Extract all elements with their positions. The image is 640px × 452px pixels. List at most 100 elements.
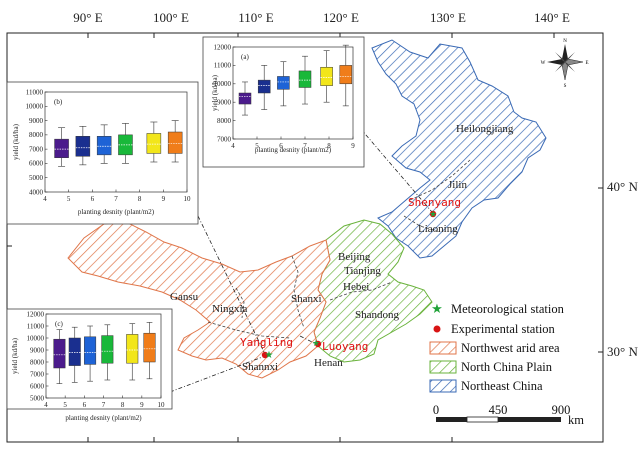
station-yangling-dot xyxy=(261,351,269,359)
compass-n: N xyxy=(563,39,567,44)
lon-label-130: 130° E xyxy=(430,10,466,25)
legend-red-dot-icon xyxy=(433,325,441,333)
x-tick-label: 10 xyxy=(184,195,192,203)
x-tick-label: 8 xyxy=(138,195,142,203)
legend: ★ Meteorological station Experimental st… xyxy=(429,301,565,393)
lon-label-120: 120° E xyxy=(323,10,359,25)
y-tick-label: 9000 xyxy=(217,99,232,107)
x-tick-label: 9 xyxy=(162,195,166,203)
legend-swatch-ncp xyxy=(429,360,457,374)
y-tick-label: 10000 xyxy=(214,80,232,88)
longitude-axis: 90° E 100° E 110° E 120° E 130° E 140° E xyxy=(73,10,570,442)
panel-label: (a) xyxy=(241,53,249,61)
box-body xyxy=(339,65,353,85)
box-body xyxy=(143,332,156,363)
x-tick-label: 7 xyxy=(303,142,307,150)
legend-swatch-northwest xyxy=(429,341,457,355)
province-shannxi: Shannxi xyxy=(242,361,278,373)
box-body xyxy=(84,336,97,365)
compass-s: S xyxy=(564,84,567,89)
scale-unit: km xyxy=(568,413,584,427)
inset-chart-b: (b) 4000 5000 6000 7000 8000 9000 10000 11000 4 5 6… xyxy=(6,81,199,225)
station-luoyang-dot xyxy=(314,340,322,348)
x-axis-label: planting desnity (plant/m2) xyxy=(65,414,142,422)
legend-swatch-northeast xyxy=(429,379,457,393)
y-tick-label: 6000 xyxy=(29,160,44,168)
y-tick-label: 4000 xyxy=(29,188,44,196)
province-hebei: Hebei xyxy=(343,281,369,293)
box-body xyxy=(68,337,81,366)
compass-rose-icon: N S E W xyxy=(541,39,589,89)
station-luoyang-star: ★ xyxy=(312,338,320,348)
province-labels: Heilongjiang Jilin Liaoning Beijing Tian… xyxy=(170,123,514,373)
scale-tick-450: 450 xyxy=(489,403,508,417)
box-body xyxy=(146,133,162,154)
y-tick-label: 9000 xyxy=(29,117,44,125)
box-body xyxy=(257,79,271,94)
legend-northeast: Northeast China xyxy=(461,379,543,393)
legend-northwest: Northwest arid area xyxy=(461,341,560,355)
x-tick-label: 4 xyxy=(44,401,48,409)
province-jilin: Jilin xyxy=(448,179,467,191)
province-shanxi: Shanxi xyxy=(291,293,322,305)
inset-chart-c: (c) 5000 6000 7000 8000 9000 10000 11000 12000 4 5… xyxy=(6,308,173,422)
y-tick-label: 11000 xyxy=(27,322,45,330)
station-luoyang-label: Luoyang xyxy=(322,340,368,353)
x-tick-label: 5 xyxy=(67,195,71,203)
legend-star-icon: ★ xyxy=(431,301,443,316)
y-tick-label: 8000 xyxy=(217,117,232,125)
y-tick-label: 6000 xyxy=(30,382,45,390)
latitude-axis: 40° N 30° N xyxy=(7,179,638,359)
box-body xyxy=(75,136,91,157)
x-tick-label: 8 xyxy=(327,142,331,150)
box-body xyxy=(277,76,290,90)
box-body xyxy=(118,134,133,156)
lon-label-140: 140° E xyxy=(534,10,570,25)
box-body xyxy=(101,335,114,364)
x-tick-label: 10 xyxy=(158,401,166,409)
station-shenyang-dot xyxy=(429,210,437,218)
x-tick-label: 7 xyxy=(114,195,118,203)
station-yangling-label: Yangling xyxy=(240,336,293,349)
lon-label-110: 110° E xyxy=(238,10,273,25)
compass-w: W xyxy=(541,61,546,66)
y-tick-label: 8000 xyxy=(30,358,45,366)
scale-bar: 0 450 900 km xyxy=(433,403,584,427)
y-axis-label: yield (kd/ha) xyxy=(11,337,19,374)
panel-label: (c) xyxy=(55,320,63,328)
x-tick-label: 5 xyxy=(255,142,259,150)
province-gansu: Gansu xyxy=(170,291,199,303)
province-tianjing: Tianjing xyxy=(344,265,381,277)
box-body xyxy=(238,92,252,105)
region-northeast-china xyxy=(371,39,547,259)
station-shenyang-label: Shenyang xyxy=(408,196,461,209)
x-tick-label: 5 xyxy=(63,401,67,409)
legend-met-station: Meteorological station xyxy=(451,302,565,316)
x-axis-label: planting desnity (plant/m2) xyxy=(78,208,155,216)
y-tick-label: 12000 xyxy=(214,43,232,51)
province-beijing: Beijing xyxy=(338,251,371,263)
lat-label-40: 40° N xyxy=(607,179,638,194)
box-body xyxy=(126,334,139,364)
plot-area xyxy=(232,46,354,140)
y-axis-label: yield (kd/ha) xyxy=(211,74,219,111)
inset-leader-lines xyxy=(169,127,433,393)
box-body xyxy=(53,338,66,369)
lon-label-100: 100° E xyxy=(153,10,189,25)
province-heilongjiang: Heilongjiang xyxy=(456,123,514,135)
province-liaoning: Liaoning xyxy=(418,223,458,235)
y-tick-label: 7000 xyxy=(29,145,44,153)
x-tick-label: 9 xyxy=(351,142,355,150)
x-tick-label: 9 xyxy=(140,401,144,409)
station-yangling-star: ★ xyxy=(265,350,274,361)
legend-exp-station: Experimental station xyxy=(451,322,556,336)
y-tick-label: 10000 xyxy=(27,334,45,342)
box-body xyxy=(298,70,312,88)
y-tick-label: 5000 xyxy=(29,174,44,182)
x-tick-label: 4 xyxy=(43,195,47,203)
map-frame xyxy=(6,32,604,443)
y-tick-label: 7000 xyxy=(217,135,232,143)
y-tick-label: 10000 xyxy=(26,103,44,111)
y-tick-label: 9000 xyxy=(30,346,45,354)
province-henan: Henan xyxy=(314,357,343,369)
